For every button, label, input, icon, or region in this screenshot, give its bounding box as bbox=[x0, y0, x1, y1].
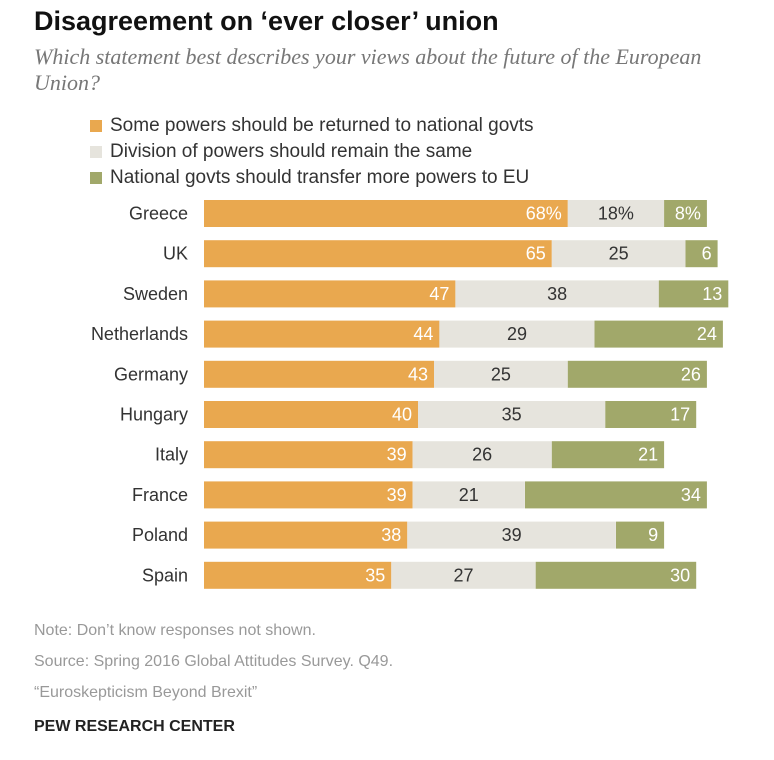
bar-uk-returned bbox=[204, 240, 552, 268]
bar-italy-transfer bbox=[551, 441, 665, 469]
value-label-netherlands-same: 29 bbox=[507, 324, 527, 344]
bar-hungary-transfer bbox=[605, 401, 697, 428]
bar-poland-returned bbox=[204, 521, 408, 549]
legend-item-same: Division of powers should remain the sam… bbox=[90, 139, 534, 165]
category-label-germany: Germany bbox=[114, 364, 188, 384]
value-label-hungary-same: 35 bbox=[502, 405, 522, 425]
bar-sweden-returned bbox=[204, 280, 456, 308]
bar-greece-transfer bbox=[664, 200, 707, 227]
bar-greece-returned bbox=[204, 200, 568, 227]
chart-title: Disagreement on ‘ever closer’ union bbox=[34, 6, 499, 36]
value-label-greece-returned: 68% bbox=[526, 204, 562, 224]
legend: Some powers should be returned to nation… bbox=[90, 113, 534, 191]
legend-label-same: Division of powers should remain the sam… bbox=[110, 141, 473, 162]
bar-france-returned bbox=[204, 481, 413, 509]
bar-uk-transfer bbox=[685, 240, 718, 268]
bar-netherlands-same bbox=[439, 320, 595, 348]
bar-italy-same bbox=[412, 441, 552, 469]
value-label-germany-same: 25 bbox=[491, 364, 511, 384]
chart-subtitle: Which statement best describes your view… bbox=[34, 44, 702, 95]
value-label-poland-same: 39 bbox=[502, 525, 522, 545]
value-label-uk-returned: 65 bbox=[526, 244, 546, 264]
value-label-germany-returned: 43 bbox=[408, 364, 428, 384]
bar-france-transfer bbox=[525, 481, 707, 509]
legend-swatch-returned bbox=[90, 120, 102, 132]
bar-sweden-same bbox=[455, 280, 659, 308]
bar-spain-transfer bbox=[535, 561, 697, 589]
legend-item-transfer: National govts should transfer more powe… bbox=[90, 165, 534, 191]
bar-hungary-returned bbox=[204, 401, 418, 428]
value-label-poland-transfer: 9 bbox=[648, 525, 658, 545]
value-label-italy-transfer: 21 bbox=[638, 445, 658, 465]
bar-netherlands-returned bbox=[204, 320, 440, 348]
bar-italy-returned bbox=[204, 441, 413, 469]
bar-germany-transfer bbox=[567, 360, 707, 388]
value-label-france-transfer: 34 bbox=[681, 485, 701, 505]
value-label-sweden-transfer: 13 bbox=[702, 284, 722, 304]
value-label-uk-transfer: 6 bbox=[702, 244, 712, 264]
category-label-spain: Spain bbox=[142, 565, 188, 585]
value-label-france-same: 21 bbox=[459, 485, 479, 505]
value-label-sweden-same: 38 bbox=[547, 284, 567, 304]
bar-hungary-same bbox=[418, 401, 606, 428]
category-label-hungary: Hungary bbox=[120, 405, 188, 425]
note-report-title: “Euroskepticism Beyond Brexit” bbox=[34, 684, 258, 701]
value-label-hungary-returned: 40 bbox=[392, 405, 412, 425]
category-label-italy: Italy bbox=[155, 445, 188, 465]
value-label-uk-same: 25 bbox=[609, 244, 629, 264]
bar-spain-same bbox=[391, 561, 536, 589]
notes: Note: Don’t know responses not shown. So… bbox=[34, 620, 393, 713]
value-label-italy-same: 26 bbox=[472, 445, 492, 465]
value-label-germany-transfer: 26 bbox=[681, 364, 701, 384]
note-source: Source: Spring 2016 Global Attitudes Sur… bbox=[34, 653, 394, 670]
category-label-france: France bbox=[132, 485, 188, 505]
bar-poland-transfer bbox=[616, 521, 665, 549]
note-dont-know: Note: Don’t know responses not shown. bbox=[34, 622, 316, 639]
legend-swatch-transfer bbox=[90, 172, 102, 184]
bar-greece-same bbox=[567, 200, 665, 227]
value-label-hungary-transfer: 17 bbox=[670, 405, 690, 425]
value-label-greece-transfer: 8% bbox=[675, 204, 701, 224]
bar-germany-returned bbox=[204, 360, 434, 388]
value-label-italy-returned: 39 bbox=[387, 445, 407, 465]
bar-sweden-transfer bbox=[658, 280, 729, 308]
bar-france-same bbox=[412, 481, 525, 509]
legend-swatch-same bbox=[90, 146, 102, 158]
value-label-sweden-returned: 47 bbox=[429, 284, 449, 304]
value-label-netherlands-transfer: 24 bbox=[697, 324, 717, 344]
category-label-sweden: Sweden bbox=[123, 284, 188, 304]
bar-uk-same bbox=[551, 240, 686, 268]
value-label-spain-same: 27 bbox=[453, 565, 473, 585]
category-label-uk: UK bbox=[163, 244, 188, 264]
category-label-netherlands: Netherlands bbox=[91, 324, 188, 344]
value-label-greece-same: 18% bbox=[598, 204, 634, 224]
bar-spain-returned bbox=[204, 561, 392, 589]
legend-label-returned: Some powers should be returned to nation… bbox=[110, 115, 534, 136]
value-label-poland-returned: 38 bbox=[381, 525, 401, 545]
value-label-spain-returned: 35 bbox=[365, 565, 385, 585]
bar-germany-same bbox=[434, 360, 568, 388]
category-label-poland: Poland bbox=[132, 525, 188, 545]
legend-label-transfer: National govts should transfer more powe… bbox=[110, 167, 530, 188]
value-label-france-returned: 39 bbox=[387, 485, 407, 505]
stacked-bar-chart: Greece 68% 18% 8% UK 65 25 6 Sweden 47 38 13 Netherl… bbox=[91, 200, 729, 589]
bar-poland-same bbox=[407, 521, 616, 549]
bar-netherlands-transfer bbox=[594, 320, 723, 348]
source-organization: PEW RESEARCH CENTER bbox=[34, 718, 235, 735]
category-label-greece: Greece bbox=[129, 204, 188, 224]
value-label-netherlands-returned: 44 bbox=[413, 324, 433, 344]
value-label-spain-transfer: 30 bbox=[670, 565, 690, 585]
legend-item-returned: Some powers should be returned to nation… bbox=[90, 113, 534, 139]
